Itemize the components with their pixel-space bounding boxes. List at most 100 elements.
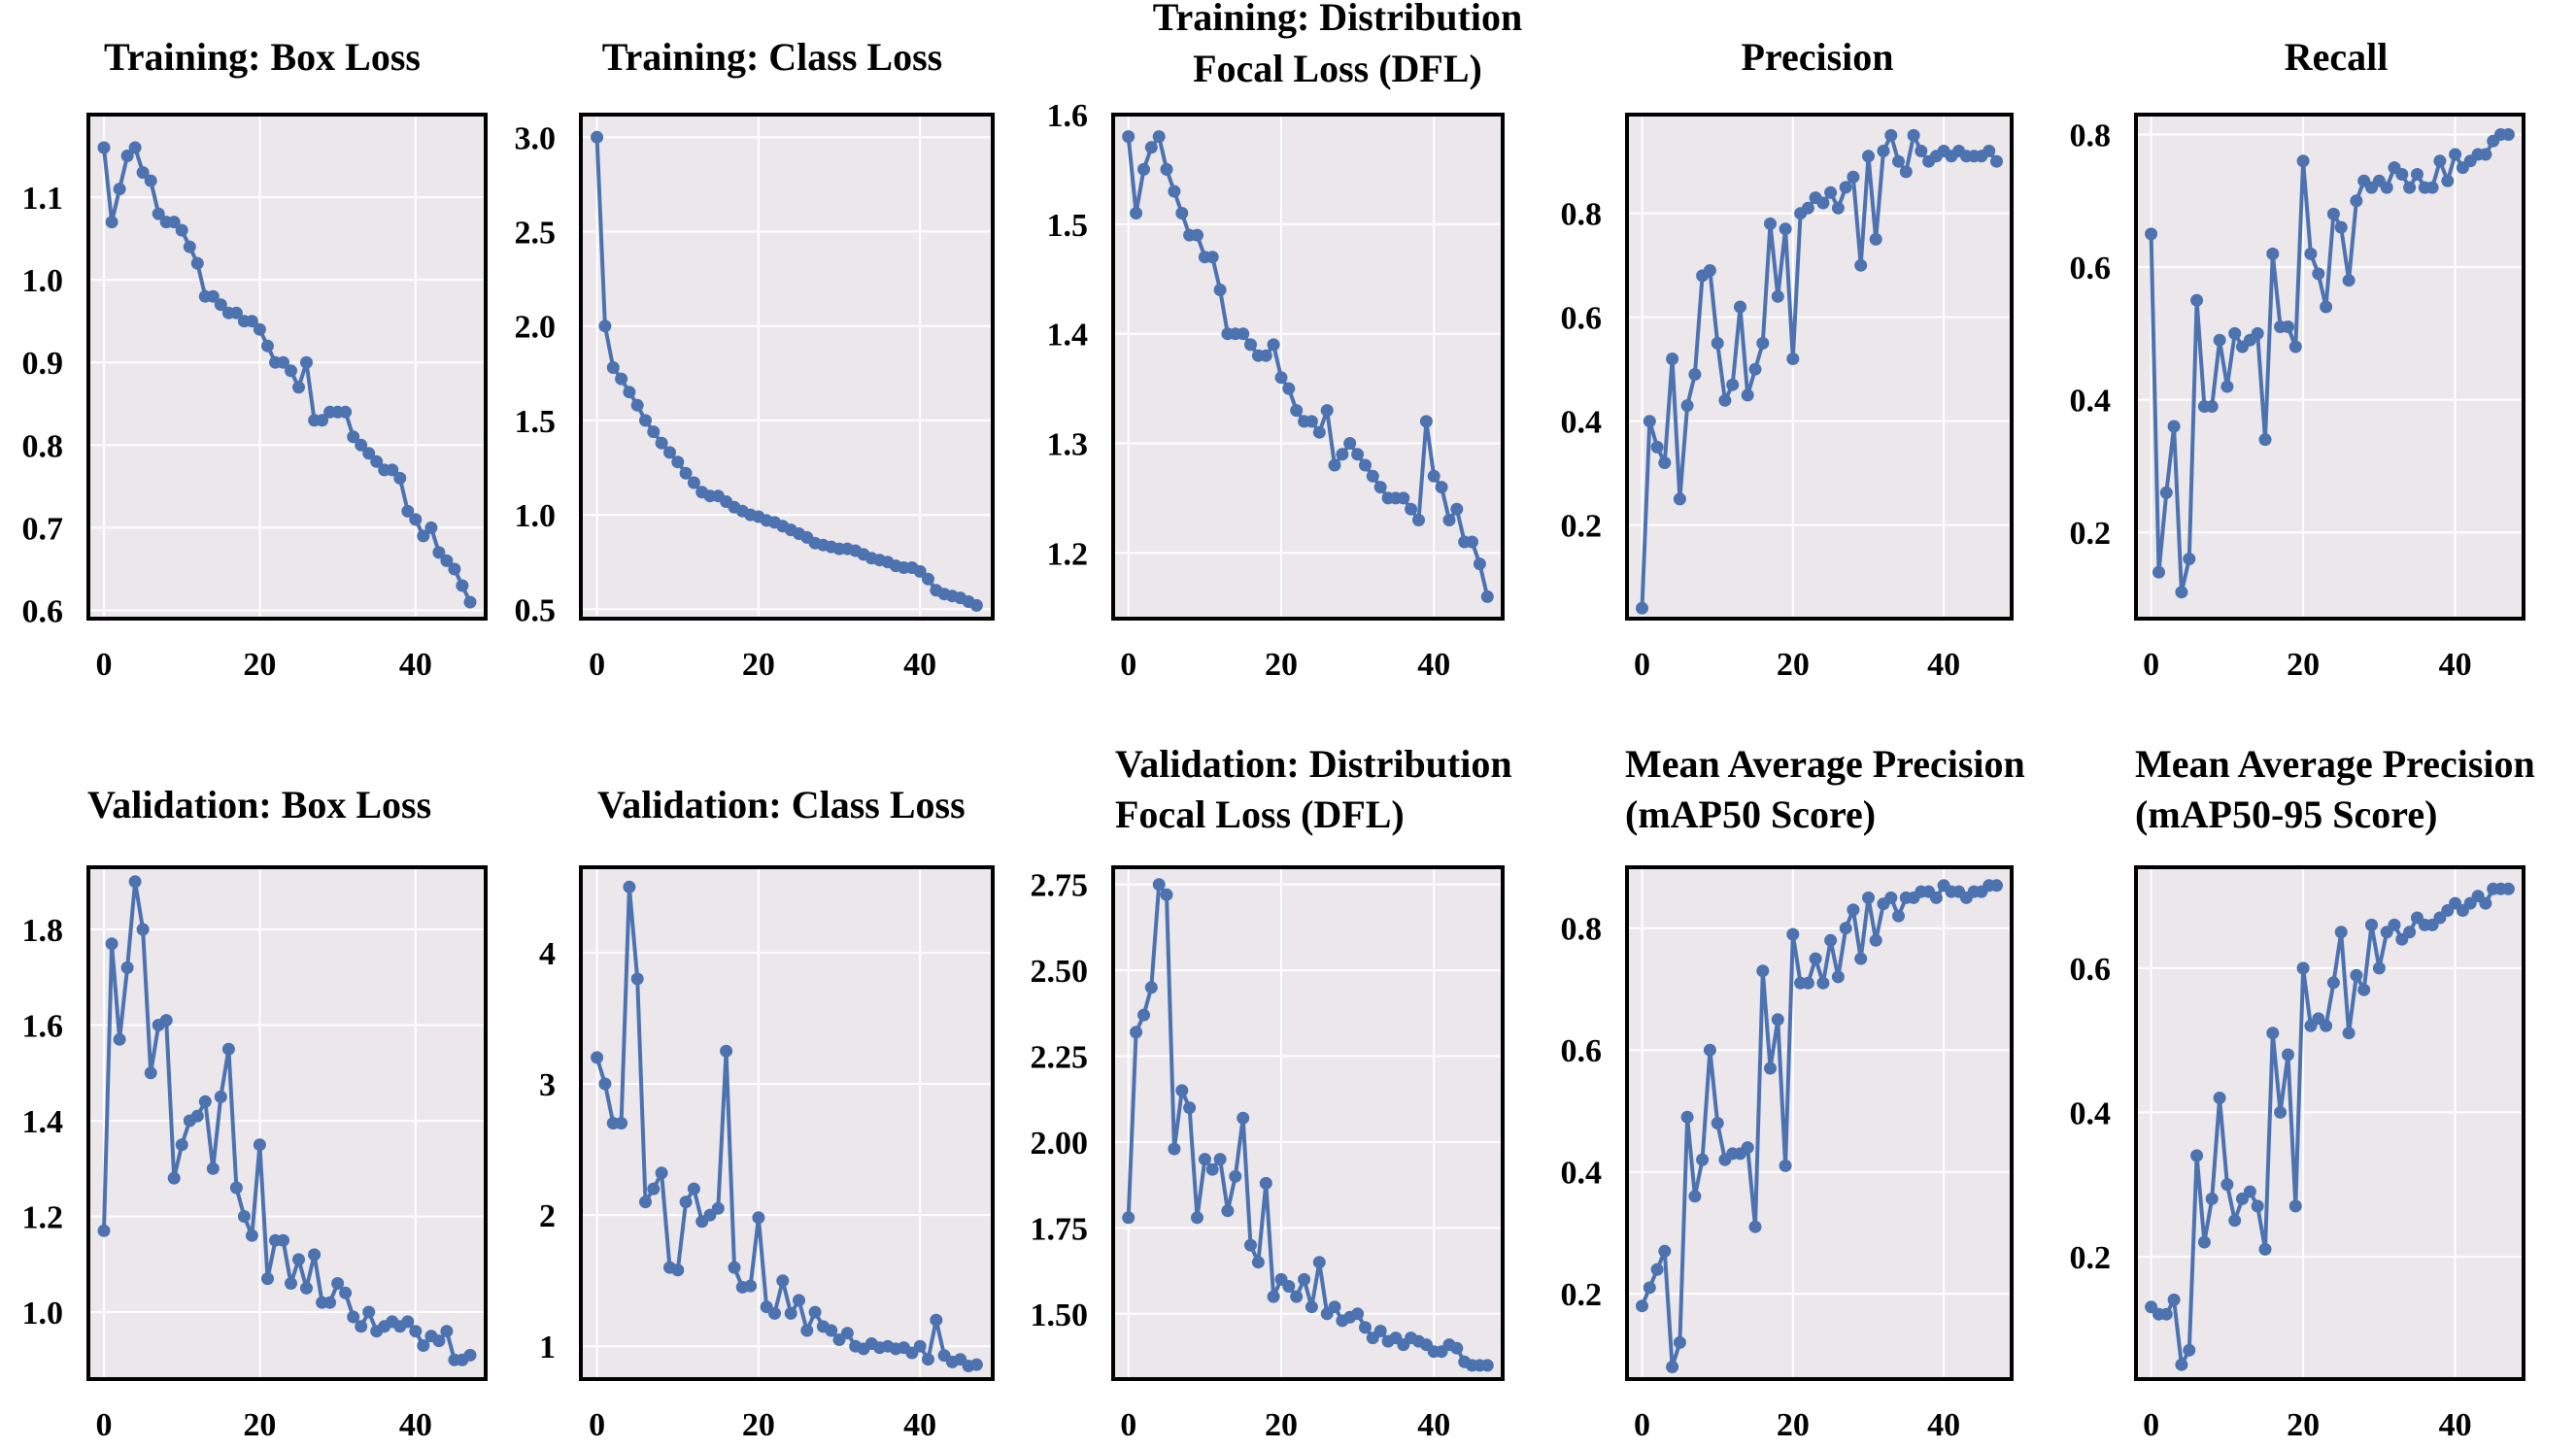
panel-7-y-tick-label: 4: [539, 936, 556, 972]
panel-5-title: Recall: [2285, 35, 2389, 79]
panel-4-plot-background: [1627, 115, 2012, 619]
panel-3-y-tick-label: 1.3: [1047, 426, 1089, 462]
panel-1-frame: [86, 113, 488, 621]
panel-4-point-36: [1899, 165, 1913, 179]
panel-5-point-32: [2380, 181, 2393, 194]
panel-6-y-tick-label: 1.2: [22, 1200, 64, 1236]
panel-9-point-3: [1650, 1263, 1664, 1276]
panel-10-point-8: [2197, 1235, 2211, 1249]
panel-3-point-27: [1320, 404, 1334, 418]
panel-2-point-1: [591, 130, 604, 144]
panel-10-point-5: [2175, 1358, 2188, 1371]
panel-9-point-31: [1862, 891, 1875, 904]
panel-4-point-37: [1907, 128, 1920, 142]
panel-5-point-39: [2433, 154, 2447, 168]
panel-6-point-25: [285, 1277, 297, 1290]
panel-5-point-10: [2213, 333, 2226, 347]
panel-10-point-12: [2228, 1214, 2242, 1228]
panel-3-point-28: [1328, 458, 1341, 472]
panel-2-point-10: [663, 446, 676, 459]
panel-1-point-3: [113, 183, 126, 196]
panel-4-y-tick-label: 0.2: [1561, 509, 1603, 545]
panel-5: 0 20 40 0.2 0.4 0.6 0.8 Recall: [2070, 35, 2525, 683]
panel-8-point-4: [1144, 981, 1158, 994]
panel-5-x-tick-label: 40: [2439, 647, 2472, 683]
panel-4-point-3: [1650, 440, 1664, 454]
panel-3-point-30: [1343, 437, 1357, 450]
panel-3-point-34: [1373, 481, 1387, 494]
panel-8-point-3: [1137, 1008, 1150, 1022]
panel-6-point-21: [253, 1138, 266, 1152]
panel-7-point-18: [728, 1261, 741, 1274]
panel-1-point-25: [285, 364, 297, 378]
panel-3-point-17: [1244, 338, 1257, 352]
panel-1-y-tick-label: 0.8: [22, 428, 64, 464]
panel-2-point-8: [647, 425, 661, 439]
panel-2-point-13: [687, 476, 700, 489]
panel-6-point-28: [308, 1248, 322, 1262]
panel-9-point-20: [1779, 1159, 1792, 1172]
panel-9-title: (mAP50 Score): [1625, 792, 1876, 836]
panel-5-frame: [2134, 113, 2525, 621]
panel-8-point-15: [1229, 1169, 1242, 1183]
panel-1-point-4: [120, 150, 134, 162]
panel-2-point-48: [969, 598, 983, 612]
panel-10-point-3: [2159, 1307, 2173, 1321]
panel-1: 0 20 40 0.6 0.7 0.8 0.9 1.0 1.1 Training: Box Los…: [22, 35, 488, 683]
panel-1-point-32: [339, 405, 353, 419]
panel-8-y-tick-label: 2.75: [1031, 868, 1089, 904]
panel-9-point-1: [1636, 1299, 1648, 1313]
panel-8-point-5: [1152, 878, 1166, 892]
panel-2-point-11: [671, 455, 685, 469]
panel-6-x-tick-label: 40: [399, 1407, 432, 1443]
panel-4-point-18: [1764, 217, 1777, 230]
panel-6-point-31: [331, 1277, 345, 1290]
panel-3-point-25: [1305, 415, 1318, 428]
panel-2-point-4: [615, 372, 628, 386]
panel-6-point-22: [261, 1272, 274, 1286]
panel-7-point-20: [744, 1279, 758, 1293]
panel-3-point-32: [1359, 458, 1372, 472]
panel-3-x-tick-label: 0: [1120, 647, 1136, 683]
panel-7-y-tick-label: 1: [539, 1330, 556, 1365]
panel-3-point-33: [1366, 469, 1379, 483]
panel-4-point-28: [1839, 181, 1852, 194]
panel-5-y-tick-label: 0.8: [2070, 118, 2112, 153]
panel-3-frame: [1111, 113, 1505, 621]
panel-9-y-tick-label: 0.8: [1561, 912, 1603, 948]
panel-3-point-41: [1427, 469, 1441, 483]
panel-6-point-33: [347, 1310, 360, 1324]
panel-9-x-tick-label: 0: [1634, 1407, 1650, 1443]
panel-10-point-19: [2282, 1048, 2294, 1061]
panel-3-point-12: [1205, 251, 1219, 264]
panel-4-point-27: [1831, 201, 1845, 215]
panel-4-point-4: [1658, 456, 1672, 469]
panel-7-point-24: [776, 1274, 790, 1288]
panel-6-point-1: [97, 1224, 111, 1237]
panel-6-point-5: [128, 875, 142, 889]
panel-5-x-tick-label: 0: [2143, 647, 2159, 683]
panel-9-point-35: [1892, 909, 1905, 923]
panel-10-plot-background: [2136, 867, 2524, 1379]
panel-6-point-32: [339, 1286, 353, 1299]
panel-10-point-35: [2403, 926, 2417, 939]
panel-8-point-44: [1450, 1341, 1464, 1355]
panel-9-point-25: [1816, 976, 1830, 990]
panel-2-plot-background: [581, 115, 993, 619]
panel-5-point-34: [2395, 168, 2409, 181]
panel-2-point-41: [913, 564, 927, 578]
panel-4-point-2: [1643, 415, 1656, 428]
panel-2-y-tick-label: 1.0: [515, 498, 557, 534]
panel-8-point-24: [1298, 1272, 1311, 1286]
panel-7-point-41: [913, 1339, 927, 1353]
panel-5-point-36: [2411, 168, 2423, 181]
panel-2-point-42: [922, 572, 934, 586]
panel-8-y-tick-label: 2.25: [1031, 1040, 1089, 1076]
panel-2-x-tick-label: 20: [742, 647, 775, 683]
panel-2-point-9: [655, 436, 668, 450]
panel-7-point-43: [930, 1313, 943, 1327]
panel-10-point-33: [2388, 918, 2401, 931]
panel-3-y-tick-label: 1.6: [1047, 98, 1089, 134]
panel-1-point-44: [432, 546, 446, 559]
panel-5-point-41: [2449, 148, 2462, 161]
